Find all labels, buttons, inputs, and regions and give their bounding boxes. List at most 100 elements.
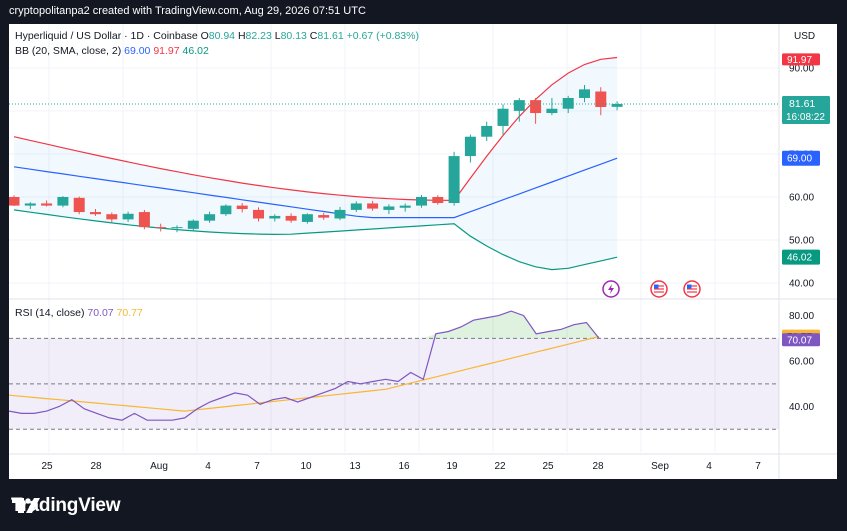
candle[interactable] [416, 194, 427, 208]
candle-body [73, 197, 85, 213]
bb-legend: BB (20, SMA, close, 2) 69.00 91.97 46.02 [15, 45, 209, 57]
candle-body [171, 227, 183, 229]
candle[interactable] [41, 200, 53, 207]
badge-bg [782, 53, 820, 66]
candle[interactable] [448, 151, 460, 206]
candle[interactable] [57, 196, 69, 208]
candle[interactable] [383, 204, 395, 215]
candle[interactable] [367, 200, 379, 211]
time-tick-label: 7 [755, 461, 761, 472]
time-tick-label: 4 [706, 461, 712, 472]
candle-body [41, 203, 53, 206]
candle[interactable] [301, 213, 313, 224]
candle[interactable] [611, 101, 623, 111]
time-tick-label: 10 [300, 461, 312, 472]
candle[interactable] [595, 87, 607, 116]
price-tick-label: 60.00 [789, 192, 814, 203]
candle[interactable] [73, 196, 85, 215]
rsi-line [9, 310, 600, 421]
candle-body [513, 100, 525, 111]
rsi-ma-line [9, 336, 600, 412]
candle[interactable] [562, 95, 574, 114]
candle[interactable] [171, 225, 183, 233]
time-tick-label: 13 [349, 461, 361, 472]
time-tick-label: Aug [150, 461, 168, 472]
candle[interactable] [334, 206, 346, 221]
candle-body [220, 205, 232, 215]
us-flag-icon[interactable] [683, 280, 701, 298]
candle-body [318, 215, 330, 218]
rsi-tick-label: 80.00 [789, 311, 814, 322]
candle-body [497, 108, 509, 126]
candle[interactable] [318, 212, 330, 220]
candle-body [448, 156, 460, 204]
candle[interactable] [546, 97, 558, 116]
header-credit: cryptopolitanpa2 created with TradingVie… [9, 5, 366, 17]
grid-lines [9, 24, 779, 452]
tradingview-logo-icon [12, 498, 40, 513]
last-price-value: 81.61 [789, 98, 815, 110]
candle[interactable] [579, 85, 590, 103]
candle-body [530, 100, 542, 114]
candle-body [138, 212, 150, 228]
candle[interactable] [122, 211, 134, 222]
badge-bg [782, 249, 820, 265]
candle[interactable] [432, 195, 444, 205]
time-tick-label: 7 [254, 461, 260, 472]
price-tick-label: 40.00 [789, 279, 814, 290]
candle-body [595, 91, 607, 108]
rsi-tick-label: 60.00 [789, 357, 814, 368]
candle-body [432, 196, 444, 204]
chart-canvas[interactable]: USD90.0080.0070.0060.0050.0040.0091.9781… [9, 24, 837, 479]
candle[interactable] [285, 213, 297, 223]
candle[interactable] [24, 202, 36, 210]
bb-fill [14, 57, 618, 270]
candle-body [367, 203, 379, 209]
badge-text: 70.07 [787, 336, 812, 347]
candle-body [399, 205, 411, 208]
lightning-icon[interactable] [602, 280, 620, 298]
badge-bg [782, 150, 820, 166]
candle[interactable] [481, 121, 493, 142]
time-tick-label: Sep [651, 461, 669, 472]
candle[interactable] [497, 104, 509, 135]
candle[interactable] [138, 209, 150, 230]
candle-body [187, 220, 199, 229]
candle[interactable] [187, 219, 199, 231]
candle[interactable] [106, 212, 118, 222]
candle[interactable] [155, 223, 167, 232]
badge-bg [782, 95, 830, 124]
bb-upper-line [13, 56, 618, 202]
candle[interactable] [9, 195, 20, 207]
candle-body [285, 215, 297, 221]
candle-body [253, 209, 264, 219]
candle[interactable] [350, 201, 362, 213]
candle[interactable] [253, 207, 264, 222]
candle-body [90, 212, 101, 215]
badge-text: 46.02 [787, 253, 812, 264]
candle[interactable] [530, 97, 542, 124]
us-flag-icon[interactable] [650, 280, 668, 298]
candle[interactable] [204, 211, 216, 223]
time-tick-label: 16 [398, 461, 410, 472]
candle[interactable] [269, 214, 281, 222]
candle[interactable] [464, 134, 476, 163]
candle-body [546, 108, 558, 114]
ohlc-legend: Hyperliquid / US Dollar · 1D · Coinbase … [15, 30, 419, 42]
candles [9, 85, 623, 233]
time-tick-label: 25 [41, 461, 53, 472]
candle-countdown: 16:08:22 [786, 112, 825, 123]
flag-canton [687, 284, 692, 289]
time-tick-label: 28 [90, 461, 102, 472]
candle[interactable] [220, 204, 232, 216]
currency-label: USD [794, 31, 815, 42]
chart-frame[interactable]: USD90.0080.0070.0060.0050.0040.0091.9781… [9, 24, 837, 479]
candle[interactable] [513, 97, 525, 122]
candle-body [57, 196, 69, 206]
candle[interactable] [236, 203, 248, 213]
rsi-pane: 80.00 60.00 40.00 RSI (14, close) 70.07 70.… [9, 307, 814, 430]
time-tick-label: 25 [542, 461, 554, 472]
candle-body [481, 125, 493, 137]
candle[interactable] [90, 209, 101, 216]
candle[interactable] [399, 203, 411, 212]
